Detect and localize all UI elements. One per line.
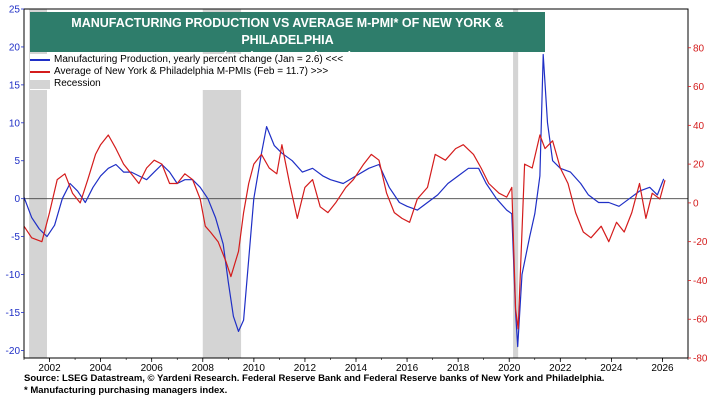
right-tick-label: -40 <box>693 276 708 287</box>
left-axis: -20 -15 -10 -5 0 5 10 15 20 25 <box>6 5 24 357</box>
x-tick-label: 2014 <box>345 363 368 374</box>
right-axis: -80 -60 -40 -20 0 20 40 60 80 <box>688 43 708 365</box>
x-tick-label: 2002 <box>38 363 61 374</box>
legend-label-series2: Average of New York & Philadelphia M-PMI… <box>54 66 329 77</box>
legend-label-series1: Manufacturing Production, yearly percent… <box>54 54 344 65</box>
right-tick-label: 80 <box>693 43 705 54</box>
legend-item-series1: Manufacturing Production, yearly percent… <box>30 54 343 66</box>
chart-title-box: MANUFACTURING PRODUCTION VS AVERAGE M-PM… <box>30 12 545 63</box>
recession-band-2 <box>513 9 519 358</box>
legend-swatch-blue <box>30 59 50 61</box>
x-tick-label: 2012 <box>294 363 317 374</box>
left-tick-label: -15 <box>6 308 21 319</box>
x-axis: 2002 2004 2006 2008 2010 2012 2014 2016 2018 2020… <box>23 358 689 374</box>
source-note: Source: LSEG Datastream, © Yardeni Resea… <box>24 373 605 384</box>
left-tick-label: 20 <box>9 42 21 53</box>
right-tick-label: 0 <box>693 198 699 209</box>
series-line-1 <box>23 53 665 348</box>
left-tick-label: 15 <box>9 80 21 91</box>
legend-label-recession: Recession <box>54 78 101 89</box>
legend-item-recession: Recession <box>30 78 343 90</box>
left-tick-label: 0 <box>14 194 20 205</box>
recession-band-0 <box>29 9 47 358</box>
right-tick-label: -20 <box>693 237 708 248</box>
left-tick-label: -20 <box>6 346 21 357</box>
x-tick-label: 2008 <box>192 363 215 374</box>
left-tick-label: 10 <box>9 118 21 129</box>
right-tick-label: 20 <box>693 160 705 171</box>
right-tick-label: -80 <box>693 354 708 365</box>
x-tick-label: 2018 <box>447 363 470 374</box>
x-tick-label: 2026 <box>651 363 674 374</box>
legend-swatch-red <box>30 71 50 73</box>
right-tick-label: 40 <box>693 121 705 132</box>
left-tick-label: -5 <box>11 232 20 243</box>
left-tick-label: 25 <box>9 5 21 16</box>
x-tick-label: 2006 <box>141 363 164 374</box>
chart-title: MANUFACTURING PRODUCTION VS AVERAGE M-PM… <box>71 16 504 47</box>
right-tick-label: -60 <box>693 315 708 326</box>
x-tick-label: 2024 <box>600 363 623 374</box>
legend: Manufacturing Production, yearly percent… <box>30 54 344 90</box>
series-line-2 <box>23 134 666 330</box>
left-tick-label: 5 <box>14 156 20 167</box>
legend-item-series2: Average of New York & Philadelphia M-PMI… <box>30 66 343 78</box>
x-tick-label: 2016 <box>396 363 419 374</box>
x-tick-label: 2020 <box>498 363 521 374</box>
chart-footer: Source: LSEG Datastream, © Yardeni Resea… <box>24 373 604 397</box>
x-tick-label: 2004 <box>89 363 112 374</box>
x-tick-label: 2022 <box>549 363 572 374</box>
x-tick-label: 2010 <box>243 363 266 374</box>
series-lines <box>23 53 666 348</box>
right-tick-label: 60 <box>693 82 705 93</box>
legend-swatch-recession <box>30 79 50 89</box>
footnote: * Manufacturing purchasing managers inde… <box>24 385 228 396</box>
left-tick-label: -10 <box>6 270 21 281</box>
